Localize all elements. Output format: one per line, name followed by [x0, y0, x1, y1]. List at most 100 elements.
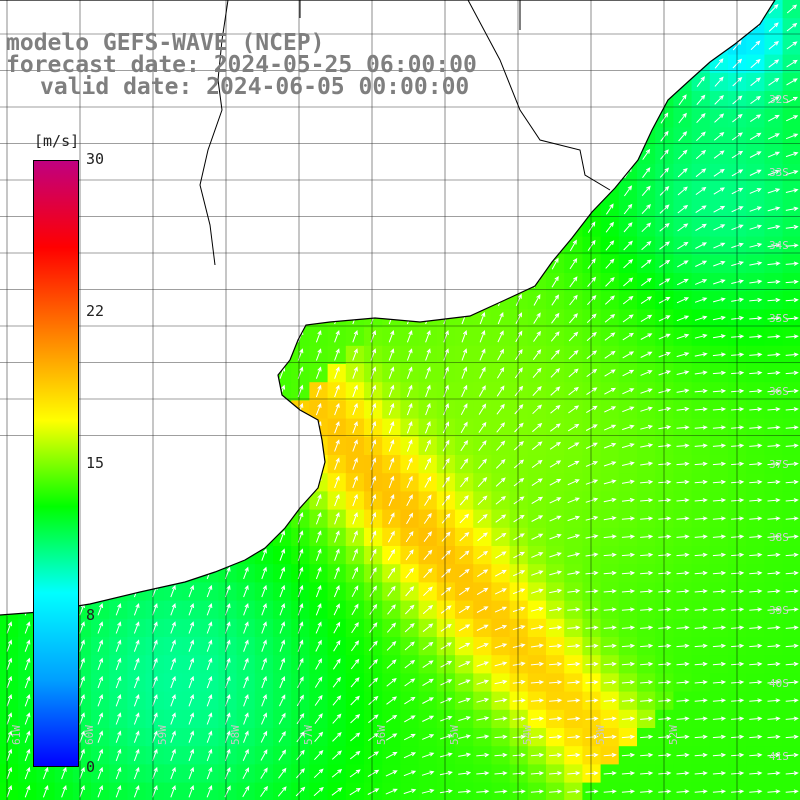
wind-arrow [640, 552, 654, 558]
field-cell [273, 491, 292, 511]
wind-arrow [97, 621, 104, 634]
field-cell [400, 254, 420, 274]
field-cell [109, 364, 128, 383]
wind-arrow [206, 512, 213, 525]
wind-arrow [715, 3, 723, 15]
field-cell [0, 527, 19, 547]
field-cell [473, 145, 492, 165]
wind-arrow [640, 625, 654, 630]
wind-arrow [694, 516, 708, 521]
wind-arrow [115, 366, 122, 379]
wind-arrow [551, 294, 560, 306]
field-cell [491, 236, 511, 256]
field-cell [0, 509, 19, 529]
wind-arrow [441, 513, 451, 524]
wind-arrow [513, 496, 525, 505]
field-cell [309, 291, 329, 310]
wind-arrow [641, 204, 651, 215]
wind-arrow [641, 185, 651, 197]
wind-arrow [516, 38, 522, 52]
wind-arrow [786, 96, 799, 104]
wind-arrow [696, 113, 706, 124]
wind-arrow [115, 694, 122, 707]
field-cell [455, 200, 474, 219]
wind-arrow [115, 766, 122, 780]
wind-arrow [785, 752, 799, 758]
field-cell [163, 254, 183, 274]
wind-arrow [279, 548, 286, 561]
wind-arrow [512, 752, 526, 758]
wind-arrow [261, 712, 267, 725]
wind-arrow [368, 640, 378, 652]
wind-arrow [133, 2, 140, 15]
field-cell [109, 182, 128, 201]
wind-arrow [694, 752, 708, 758]
field-cell [273, 436, 292, 456]
wind-arrow [640, 296, 653, 305]
wind-arrow [625, 38, 631, 52]
wind-arrow [24, 566, 31, 580]
field-cell [91, 182, 110, 201]
wind-arrow [115, 421, 122, 434]
wind-arrow [494, 698, 508, 703]
wind-arrow [640, 516, 654, 521]
field-cell [0, 182, 19, 201]
wind-arrow [603, 589, 617, 594]
wind-arrow [443, 330, 449, 343]
wind-arrow [24, 311, 31, 325]
wind-arrow [567, 698, 581, 703]
wind-arrow [188, 348, 195, 361]
wind-arrow [279, 657, 286, 671]
wind-arrow [712, 498, 727, 503]
field-cell [127, 382, 147, 401]
wind-arrow [352, 166, 358, 179]
wind-arrow [621, 589, 636, 594]
field-cell [364, 218, 383, 238]
wind-arrow [587, 295, 597, 306]
wind-arrow [677, 186, 688, 196]
wind-arrow [643, 2, 650, 15]
wind-arrow [422, 697, 435, 704]
field-cell [455, 0, 474, 19]
field-cell [218, 509, 238, 529]
field-cell [145, 509, 165, 529]
field-cell [145, 0, 165, 19]
wind-arrow [6, 439, 13, 452]
wind-arrow [24, 166, 31, 179]
wind-arrow [206, 712, 213, 725]
wind-arrow [388, 457, 395, 470]
lon-label: 58W [229, 725, 242, 745]
field-cell [436, 0, 456, 19]
wind-arrow [349, 769, 361, 778]
wind-arrow [243, 348, 249, 361]
wind-arrow [712, 643, 727, 649]
field-cell [200, 145, 219, 165]
field-cell [509, 200, 529, 219]
field-cell [109, 400, 128, 420]
field-cell [91, 327, 110, 347]
wind-arrow [79, 675, 85, 689]
wind-arrow [694, 443, 708, 448]
wind-arrow [676, 461, 690, 467]
wind-arrow [370, 512, 377, 525]
wind-arrow [279, 603, 286, 616]
wind-arrow [206, 603, 213, 616]
wind-arrow [367, 751, 380, 760]
wind-arrow [513, 459, 525, 469]
wind-arrow [585, 570, 599, 576]
wind-arrow [133, 202, 140, 216]
wind-arrow [423, 531, 432, 542]
wind-arrow [512, 716, 526, 721]
wind-arrow [6, 748, 13, 762]
wind-arrow [549, 752, 563, 758]
wind-arrow [296, 694, 304, 707]
wind-arrow [334, 475, 340, 489]
wind-arrow [496, 440, 506, 451]
wind-arrow [443, 220, 449, 234]
field-cell [163, 418, 183, 438]
wind-arrow [334, 348, 340, 361]
field-cell [254, 509, 274, 529]
wind-arrow [516, 75, 522, 88]
field-cell [491, 72, 511, 92]
wind-arrow [115, 621, 122, 634]
